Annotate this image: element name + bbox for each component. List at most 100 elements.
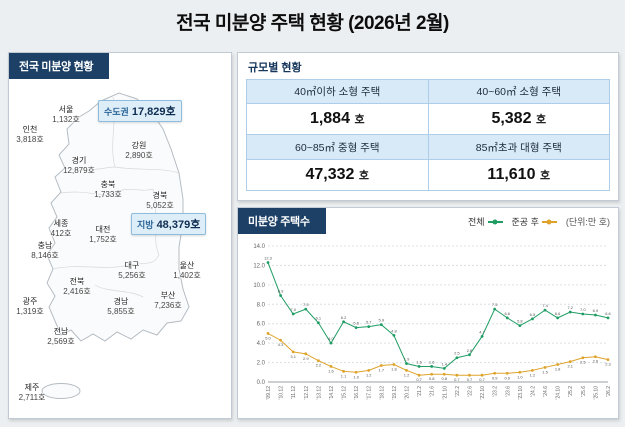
series-post-completion-point-label: 1.8 [555, 367, 561, 372]
series-post-completion-point-label: 0.8 [442, 376, 448, 381]
series-total-point [568, 310, 572, 314]
size-panel: 규모별 현황 40㎡이하 소형 주택 40~60㎡ 소형 주택 1,884 호 … [237, 52, 619, 201]
series-post-completion-point-label: 0.9 [504, 375, 510, 380]
size-value-unit: 호 [539, 169, 551, 182]
series-post-completion-point [493, 371, 497, 375]
y-axis-tick-label: 8.0 [257, 302, 266, 308]
chart-panel-header: 미분양 주택수 [238, 208, 326, 234]
size-cell-value-medium: 47,332 호 [246, 158, 429, 192]
region-value: 2,890호 [125, 151, 153, 160]
region-name: 충남 [37, 241, 53, 250]
series-post-completion-point [392, 363, 396, 366]
series-total-point [455, 356, 459, 360]
series-post-completion-point [505, 371, 509, 375]
map-region-label: 부산 7,236호 [154, 291, 181, 311]
series-total-point-label: 7.0 [290, 307, 296, 312]
series-post-completion-point-label: 0.8 [429, 376, 435, 381]
series-post-completion-point [279, 338, 282, 342]
x-axis-tick-label: '21.6 [430, 386, 436, 397]
map-region-label: 충북 1,733호 [94, 180, 121, 200]
jeju-island-shape [41, 383, 81, 399]
series-post-completion: 5.0 4.3 3.1 2.9 2.2 1.6 1.1 1.0 1.2 1.7 1.8 1.2 0.7 0… [265, 332, 612, 382]
series-post-completion-point-label: 1.0 [517, 374, 523, 379]
capital-region-summary: 수도권 17,829호 [98, 100, 182, 122]
unsold-housing-line-chart: 0.02.04.06.08.010.012.014.0'09.12'10.12 '… [253, 244, 612, 400]
series-total-point [606, 316, 610, 320]
series-total-point [316, 321, 320, 325]
series-total-point [291, 312, 295, 316]
x-axis-tick-label: '22.10 [480, 386, 486, 400]
size-value-unit: 호 [535, 114, 547, 127]
series-total-point-label: 6.2 [341, 315, 347, 320]
chart-unit-note: (단위:만 호) [565, 217, 610, 227]
y-axis-tick-label: 12.0 [253, 263, 265, 269]
series-total-point-label: 2.8 [467, 348, 473, 353]
region-value: 7,236호 [154, 301, 182, 310]
series-total-point [594, 313, 597, 317]
series-post-completion-point [468, 373, 471, 377]
series-post-completion-point-label: 3.1 [290, 354, 296, 359]
series-total-point [354, 326, 358, 329]
map-region-label: 충남 8,146호 [31, 241, 58, 261]
map-panel-header: 전국 미분양 현황 [9, 53, 110, 79]
map-region-label: 대전 1,752호 [89, 225, 116, 245]
map-region-label: 광주 1,319호 [16, 297, 43, 317]
series-post-completion-point [316, 359, 320, 363]
x-axis-tick-label: '25.10 [593, 386, 599, 400]
size-value-unit: 호 [354, 114, 365, 127]
series-total-point [518, 324, 522, 328]
series-post-completion-point [518, 370, 522, 374]
series-post-completion-point-label: 2.6 [593, 359, 599, 364]
y-axis-tick-label: 10.0 [253, 283, 265, 289]
series-post-completion-point [594, 355, 597, 359]
series-total-point [531, 317, 534, 321]
series-post-completion-point-label: 1.8 [391, 367, 397, 372]
series-total: 12.3 8.9 7.0 7.5 6.1 4.0 6.2 5.6 5.7 5.9 4.8 1.9 1.6… [264, 256, 612, 370]
x-axis-tick-label: '13.12 [316, 386, 322, 400]
y-axis-tick-label: 2.0 [257, 361, 266, 367]
x-axis-tick-label: '26.2 [606, 386, 612, 397]
series-total-point-label: 12.3 [264, 256, 273, 261]
series-post-completion-point [405, 368, 408, 372]
capital-region-value: 17,829호 [131, 106, 176, 118]
series-total-point [468, 353, 471, 357]
chart-panel: 미분양 주택수 전체 준공 후 (단위:만 호) 0.0 2.0 4.0 6.0 8.0… [237, 207, 619, 419]
series-post-completion-point-label: 1.5 [542, 369, 548, 374]
series-post-completion-point [568, 360, 572, 363]
series-total-point-label: 7.2 [567, 305, 573, 310]
x-axis-tick-label: '14.12 [329, 386, 335, 400]
legend-total-label: 전체 [467, 217, 485, 227]
size-cell-value-large: 11,610 호 [427, 158, 610, 192]
series-post-completion-point [291, 350, 295, 354]
series-total-point-label: 6.9 [593, 308, 599, 313]
map-region-label: 세종 412호 [51, 219, 72, 239]
series-total-point-label: 4.8 [391, 328, 397, 333]
region-name: 울산 [179, 261, 195, 270]
series-post-completion-point-label: 1.2 [404, 372, 410, 377]
series-total-point [279, 294, 282, 297]
region-name: 제주 [24, 383, 40, 392]
series-post-completion-point-label: 2.1 [567, 364, 573, 369]
series-post-completion-point-label: 0.9 [492, 375, 498, 380]
x-axis-tick-label: '18.12 [379, 386, 385, 400]
x-axis-tick-label: '15.12 [342, 386, 348, 400]
series-post-completion-point [266, 332, 270, 335]
map-region-label: 전북 2,416호 [63, 277, 90, 297]
x-axis-tick-label: '21.2 [417, 386, 423, 397]
region-name: 광주 [22, 297, 38, 306]
region-value: 5,855호 [107, 307, 135, 316]
series-post-completion-point [455, 373, 459, 377]
series-post-completion-point-label: 5.0 [265, 335, 271, 340]
series-post-completion-point [379, 364, 383, 367]
x-axis-tick-label: '11.12 [291, 386, 297, 399]
series-total-point-label: 5.7 [366, 320, 372, 325]
series-total-point-label: 5.9 [379, 318, 385, 323]
size-value-unit: 호 [358, 169, 369, 182]
series-total-point [556, 316, 560, 320]
provincial-region-summary: 지방 48,379호 [131, 213, 207, 235]
series-post-completion-point-label: 2.3 [605, 362, 611, 367]
x-axis-tick-label: '16.12 [354, 386, 360, 400]
region-value: 2,569호 [47, 337, 75, 346]
y-axis-tick-label: 14.0 [253, 244, 265, 250]
series-post-completion-point [543, 366, 547, 369]
